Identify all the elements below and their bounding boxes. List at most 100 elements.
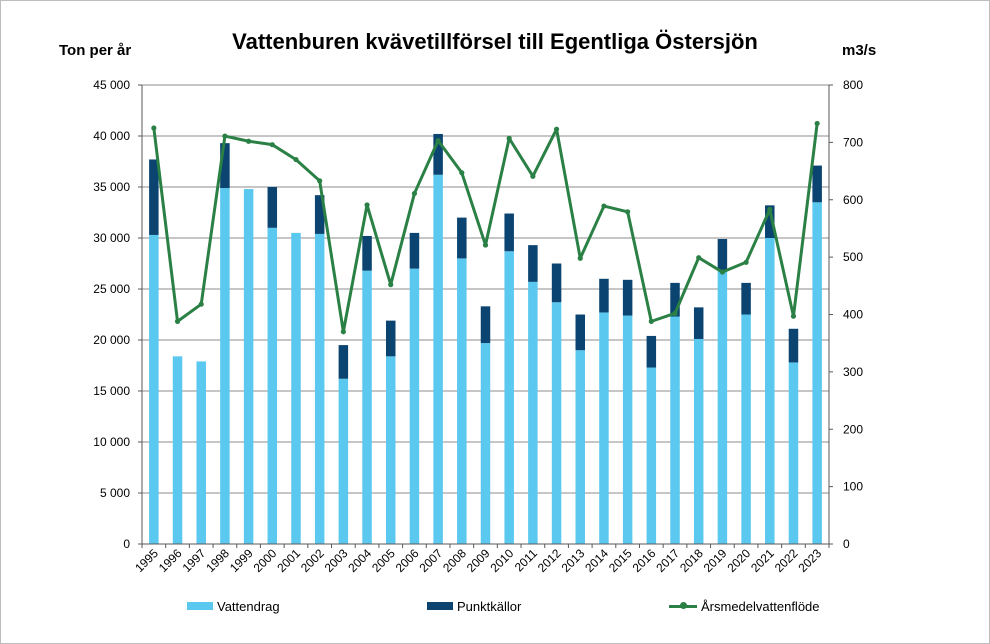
bar-punktkallor: [741, 282, 751, 315]
bar-vattendrag: [599, 312, 609, 544]
bar-punktkallor: [362, 235, 372, 271]
x-tick-label: 2000: [251, 546, 280, 575]
x-tick-label: 2003: [322, 546, 351, 575]
legend-item-vattendrag: Vattendrag: [187, 598, 280, 614]
bar-vattendrag: [149, 234, 159, 544]
x-tick-label: 2021: [748, 546, 777, 575]
chart-title: Vattenburen kvävetillförsel till Egentli…: [232, 29, 758, 54]
right-tick-label: 100: [843, 480, 863, 494]
legend-item-punktkallor: Punktkällor: [427, 598, 521, 614]
bar-punktkallor: [385, 320, 396, 357]
flow-point: [482, 242, 489, 248]
bar-punktkallor: [646, 335, 657, 368]
flow-point: [293, 156, 299, 163]
bar-vattendrag: [551, 302, 562, 544]
bar-vattendrag: [314, 233, 325, 545]
flow-point: [625, 209, 631, 215]
flow-point: [222, 133, 228, 139]
right-tick-label: 200: [843, 422, 863, 436]
bar-vattendrag: [433, 174, 443, 544]
bar-punktkallor: [338, 345, 349, 379]
x-tick-label: 1997: [180, 546, 209, 575]
x-tick-label: 2011: [512, 546, 540, 574]
flow-point: [767, 206, 773, 213]
bar-vattendrag: [291, 232, 301, 544]
flow-point: [435, 138, 441, 144]
flow-point: [388, 282, 394, 288]
right-axis-unit: m3/s: [842, 42, 877, 59]
x-tick-label: 2005: [369, 546, 398, 575]
bar-vattendrag: [575, 350, 586, 544]
flow-point: [743, 259, 749, 265]
flow-point: [530, 173, 536, 179]
flow-point: [340, 329, 346, 335]
x-tick-label: 2001: [274, 546, 303, 575]
flow-point: [317, 178, 323, 184]
bar-vattendrag: [338, 378, 349, 544]
right-tick-label: 800: [843, 78, 863, 92]
x-tick-label: 2014: [582, 546, 611, 575]
bar-vattendrag: [693, 338, 704, 544]
x-tick-label: 2013: [559, 546, 588, 575]
bar-punktkallor: [314, 195, 325, 234]
legend-marker-arsmedelvattenflode: [680, 602, 687, 609]
flow-point: [601, 203, 607, 209]
left-tick-label: 40 000: [93, 129, 130, 143]
x-tick-label: 2008: [440, 546, 469, 575]
flow-point: [364, 202, 370, 208]
bar-punktkallor: [149, 159, 159, 235]
bar-punktkallor: [480, 306, 491, 344]
bar-punktkallor: [528, 245, 538, 282]
bar-punktkallor: [788, 328, 799, 363]
left-tick-label: 35 000: [93, 180, 130, 194]
flow-point: [790, 313, 797, 319]
bar-punktkallor: [765, 205, 775, 238]
x-tick-label: 1998: [203, 546, 232, 575]
bar-punktkallor: [812, 165, 822, 203]
bar-vattendrag: [504, 251, 514, 544]
right-tick-label: 600: [843, 193, 863, 207]
bar-vattendrag: [385, 356, 396, 544]
x-tick-label: 2023: [795, 546, 824, 575]
x-tick-label: 2016: [630, 546, 659, 575]
bar-vattendrag: [196, 361, 206, 544]
right-tick-label: 400: [843, 308, 863, 322]
bar-vattendrag: [220, 188, 230, 544]
bar-vattendrag: [812, 202, 822, 545]
legend-swatch-punktkallor: [427, 602, 453, 610]
x-tick-label: 1999: [227, 546, 256, 575]
flow-point: [411, 190, 418, 197]
flow-point: [553, 126, 560, 132]
bar-punktkallor: [551, 263, 562, 303]
legend-label-punktkallor: Punktkällor: [457, 598, 522, 614]
legend-swatch-vattendrag: [187, 602, 213, 610]
bar-vattendrag: [267, 227, 278, 545]
bar-punktkallor: [409, 232, 420, 269]
x-tick-label: 2019: [701, 546, 730, 575]
x-tick-label: 2012: [535, 546, 564, 575]
x-tick-label: 1995: [132, 546, 161, 575]
bar-vattendrag: [457, 258, 467, 544]
left-tick-label: 5 000: [100, 486, 130, 500]
bar-punktkallor: [670, 282, 680, 317]
legend-line-arsmedelvattenflode: [669, 602, 697, 609]
bar-vattendrag: [480, 343, 491, 544]
right-tick-label: 500: [843, 250, 863, 264]
bar-punktkallor: [599, 278, 609, 313]
bar-vattendrag: [243, 189, 254, 545]
legend-label-vattendrag: Vattendrag: [217, 598, 280, 614]
flow-point: [672, 310, 678, 316]
bar-punktkallor: [622, 279, 633, 316]
bar-vattendrag: [765, 238, 775, 544]
flow-point: [814, 120, 820, 127]
bar-vattendrag: [622, 315, 633, 544]
right-tick-label: 700: [843, 135, 863, 149]
x-tick-label: 2020: [724, 546, 753, 575]
bar-vattendrag: [646, 367, 657, 544]
flow-point: [459, 170, 465, 176]
x-tick-label: 2022: [772, 546, 801, 575]
flow-point: [246, 138, 252, 144]
flow-point: [198, 301, 204, 307]
left-tick-label: 30 000: [93, 231, 130, 245]
